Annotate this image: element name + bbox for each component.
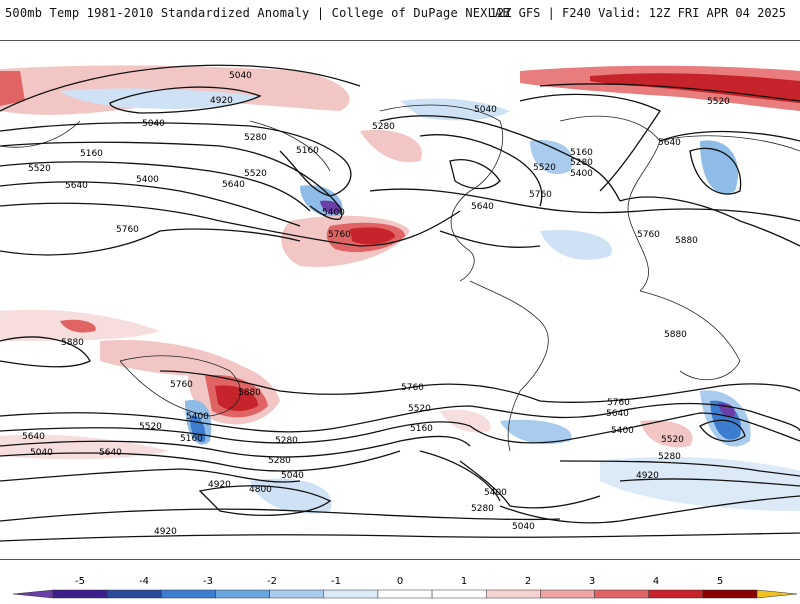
contour-label: 5160 [410, 424, 433, 434]
colorbar-bar [12, 589, 798, 599]
contour-label: 5400 [136, 175, 159, 185]
colorbar-svg: -5 -4 -3 -2 -1 0 1 2 3 4 5 [12, 576, 798, 599]
contour-label: 5640 [658, 138, 681, 148]
colorbar: -5 -4 -3 -2 -1 0 1 2 3 4 5 [0, 570, 800, 600]
contour-label: 5280 [570, 158, 593, 168]
contour-label: 5040 [229, 71, 252, 81]
contour-label: 5400 [186, 412, 209, 422]
colorbar-tick-label: -4 [139, 576, 149, 587]
colorbar-segment [594, 589, 649, 599]
contour-label: 5760 [401, 383, 424, 393]
contour-label: 5640 [65, 181, 88, 191]
anomaly-shading [0, 65, 800, 514]
contour-label: 5640 [22, 432, 45, 442]
contour-label: 5280 [268, 456, 291, 466]
colorbar-tick-label: -1 [331, 576, 341, 587]
contour-label: 5160 [180, 434, 203, 444]
contour-label: 5520 [244, 169, 267, 179]
contour-label: 5160 [570, 148, 593, 158]
contour-label: 5880 [61, 338, 84, 348]
contour-label: 5400 [322, 208, 345, 218]
coastlines [0, 104, 800, 452]
contour-label: 5040 [474, 105, 497, 115]
colorbar-segment [215, 589, 270, 599]
colorbar-segment [377, 589, 433, 599]
contour-label: 5880 [675, 236, 698, 246]
contour-label: 5520 [661, 435, 684, 445]
colorbar-tick-label: 0 [397, 576, 403, 587]
contour-label: 4920 [208, 480, 231, 490]
contour-label: 4800 [249, 485, 272, 495]
colorbar-tick-label: 5 [717, 576, 723, 587]
colorbar-tick-label: 4 [653, 576, 659, 587]
contour-label: 5280 [658, 452, 681, 462]
colorbar-segment [702, 589, 758, 599]
colorbar-segment [323, 589, 379, 599]
colorbar-right-cap [756, 589, 798, 599]
colorbar-segment [485, 589, 541, 599]
contour-label: 5520 [28, 164, 51, 174]
colorbar-tick-labels: -5 -4 -3 -2 -1 0 1 2 3 4 5 [75, 576, 723, 587]
colorbar-tick-label: 1 [461, 576, 467, 587]
colorbar-segment [540, 589, 595, 599]
contour-label: 5760 [170, 380, 193, 390]
contour-label: 5520 [707, 97, 730, 107]
contour-label: 4920 [210, 96, 233, 106]
colorbar-segment [52, 589, 108, 599]
contour-label: 5760 [637, 230, 660, 240]
contour-label: 5280 [275, 436, 298, 446]
contour-label: 4920 [154, 527, 177, 537]
contour-label: 4920 [636, 471, 659, 481]
contour-labels: 5040 4920 5040 5280 5160 5160 5520 5400 … [22, 71, 730, 537]
colorbar-segment [106, 589, 162, 599]
contour-label: 5400 [611, 426, 634, 436]
contour-label: 5280 [471, 504, 494, 514]
contour-label: 5040 [142, 119, 165, 129]
contour-label: 5040 [30, 448, 53, 458]
contour-label: 5760 [328, 230, 351, 240]
colorbar-segment [648, 589, 704, 599]
contour-label: 5520 [139, 422, 162, 432]
colorbar-tick-label: 3 [589, 576, 595, 587]
colorbar-tick-label: 2 [525, 576, 531, 587]
contour-label: 5760 [116, 225, 139, 235]
colorbar-segment [431, 589, 487, 599]
contour-label: 5880 [664, 330, 687, 340]
contour-label: 5280 [244, 133, 267, 143]
contour-label: 5160 [80, 149, 103, 159]
contour-label: 5640 [471, 202, 494, 212]
colorbar-segment [161, 589, 216, 599]
map-canvas: 5040 4920 5040 5280 5160 5160 5520 5400 … [0, 64, 800, 542]
colorbar-tick-label: -5 [75, 576, 85, 587]
contour-label: 5760 [607, 398, 630, 408]
colorbar-tick-label: -2 [267, 576, 277, 587]
anomaly-map: 5040 4920 5040 5280 5160 5160 5520 5400 … [0, 40, 800, 560]
colorbar-left-cap [12, 589, 54, 599]
header: 500mb Temp 1981-2010 Standardized Anomal… [0, 0, 800, 36]
contour-label: 5520 [533, 163, 556, 173]
colorbar-segment [269, 589, 325, 599]
contour-label: 5640 [99, 448, 122, 458]
contour-label: 5640 [222, 180, 245, 190]
contour-label: 5400 [484, 488, 507, 498]
model-run-info: 12Z GFS | F240 Valid: 12Z FRI APR 04 202… [489, 6, 786, 20]
contour-label: 5640 [606, 409, 629, 419]
contour-label: 5280 [372, 122, 395, 132]
colorbar-tick-label: -3 [203, 576, 213, 587]
contour-label: 5760 [529, 190, 552, 200]
contour-label: 5160 [296, 146, 319, 156]
contour-label: 5880 [238, 388, 261, 398]
contour-label: 5040 [512, 522, 535, 532]
map-title: 500mb Temp 1981-2010 Standardized Anomal… [5, 6, 510, 20]
height-contours [0, 64, 800, 542]
contour-label: 5520 [408, 404, 431, 414]
contour-label: 5400 [570, 169, 593, 179]
contour-label: 5040 [281, 471, 304, 481]
